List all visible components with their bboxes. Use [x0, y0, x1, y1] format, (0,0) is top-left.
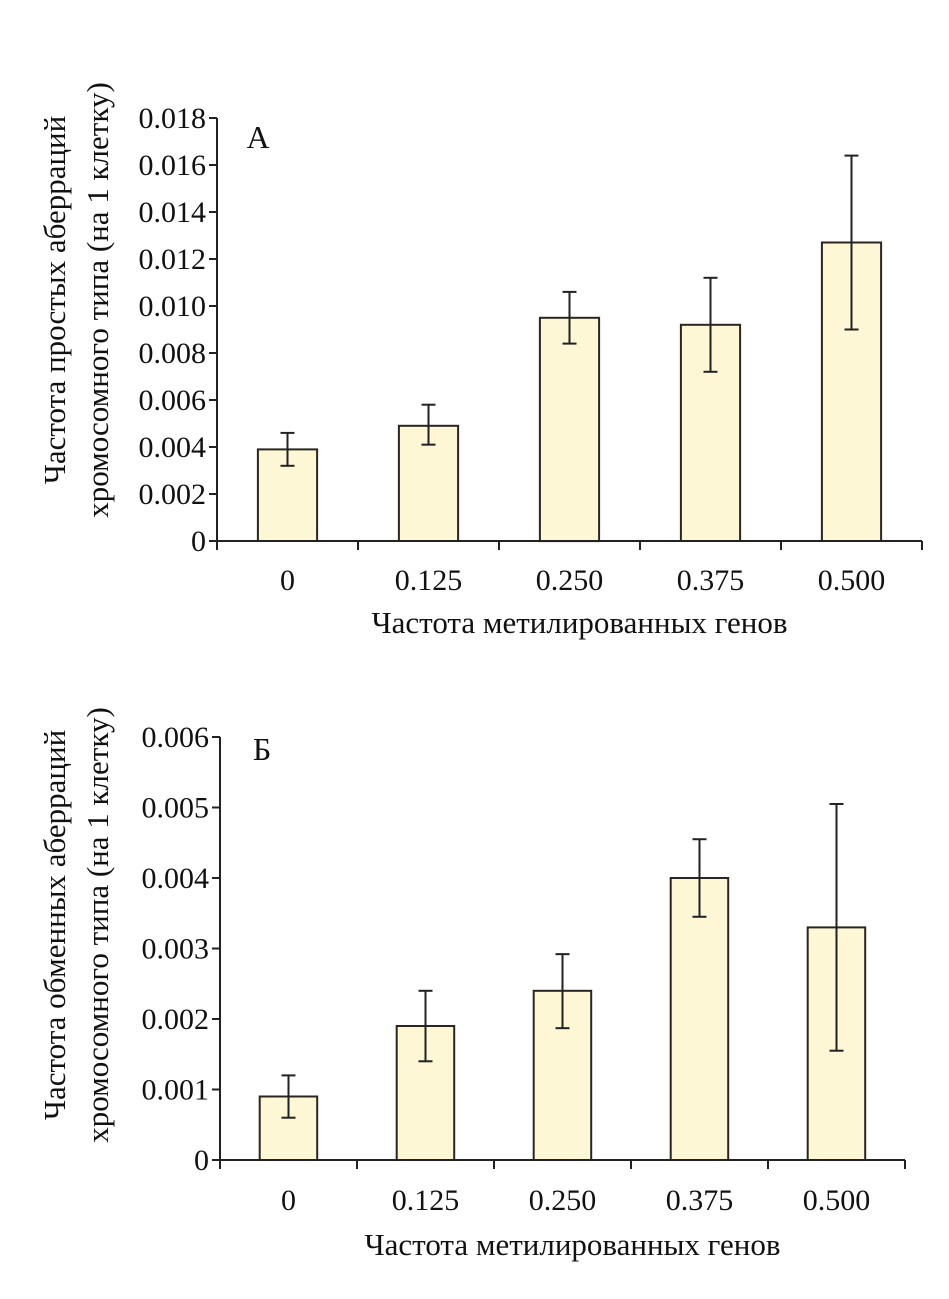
y-tick-label: 0 — [194, 1144, 209, 1177]
bar-2 — [538, 316, 601, 543]
chart-panel-b: 0 0.001 0.002 0.003 0.004 0.005 0.006 0 0.125 0.2… — [37, 707, 906, 1262]
y-axis-title-line-0: Частота простых аберраций — [37, 116, 72, 485]
y-tick-label: 0.008 — [139, 337, 207, 370]
panel-label: А — [246, 119, 269, 155]
error-bar-4 — [844, 154, 859, 331]
x-tick-label: 0.250 — [536, 564, 604, 597]
x-tick-label: 0 — [281, 1184, 296, 1217]
y-axis-title-line-0: Частота обменных аберраций — [37, 730, 72, 1120]
y-tick-label: 0.010 — [139, 290, 207, 323]
y-axis-title-line-1: хромосомного типа (на 1 клетку) — [80, 707, 115, 1143]
x-axis-title: Частота метилированных генов — [372, 605, 788, 640]
y-tick-label: 0.002 — [142, 1003, 210, 1036]
error-bar-3 — [692, 838, 707, 918]
chart-panel-a: 0 0.002 0.004 0.006 0.008 0.010 0.012 0.014 0.01… — [37, 82, 923, 640]
error-bar-4 — [829, 802, 844, 1052]
error-bar-1 — [421, 403, 436, 446]
x-tick-label: 0 — [280, 564, 295, 597]
y-tick-label: 0.006 — [142, 721, 210, 754]
y-tick-label: 0.016 — [139, 149, 207, 182]
y-tick-label: 0.003 — [142, 933, 210, 966]
x-tick-label: 0.125 — [392, 1184, 460, 1217]
error-bar-2 — [555, 953, 570, 1030]
x-tick-label: 0.500 — [818, 564, 886, 597]
y-tick-label: 0.012 — [139, 243, 207, 276]
y-tick-label: 0.006 — [139, 384, 207, 417]
y-tick-label: 0.014 — [139, 196, 207, 229]
y-tick-label: 0.001 — [142, 1074, 210, 1107]
y-tick-label: 0.018 — [139, 102, 207, 135]
x-tick-label: 0.125 — [395, 564, 463, 597]
x-tick-label: 0.500 — [803, 1184, 871, 1217]
x-axis-title: Частота метилированных генов — [365, 1227, 781, 1262]
x-tick-label: 0.375 — [666, 1184, 734, 1217]
error-bar-2 — [562, 290, 577, 345]
y-tick-label: 0.005 — [142, 792, 210, 825]
y-tick-label: 0.002 — [139, 478, 207, 511]
panel-label: Б — [253, 731, 271, 767]
x-tick-label: 0.250 — [529, 1184, 597, 1217]
x-tick-label: 0.375 — [677, 564, 745, 597]
bar-4 — [820, 241, 883, 542]
y-tick-label: 0 — [191, 525, 206, 558]
bar-3 — [669, 877, 730, 1161]
error-bar-0 — [280, 431, 295, 467]
error-bar-1 — [418, 989, 433, 1063]
error-bar-3 — [703, 276, 718, 373]
error-bar-0 — [281, 1074, 296, 1119]
y-tick-label: 0.004 — [142, 862, 210, 895]
y-axis-title-line-1: хромосомного типа (на 1 клетку) — [80, 82, 115, 518]
y-tick-label: 0.004 — [139, 431, 207, 464]
